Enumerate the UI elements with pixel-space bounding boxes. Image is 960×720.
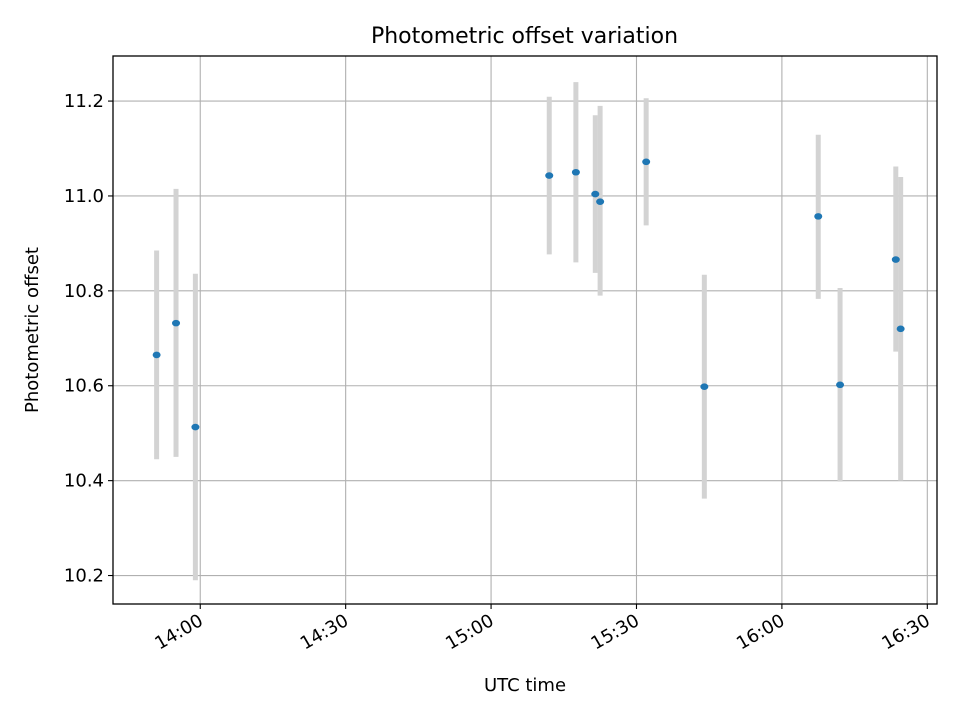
x-tick-label: 16:00 (733, 610, 788, 654)
data-point (642, 158, 651, 166)
data-point (591, 190, 600, 198)
x-axis-ticks: 14:00 14:30 15:00 15:30 16:00 16:30 (151, 604, 934, 654)
x-tick-label: 15:30 (588, 610, 643, 654)
y-tick-label: 10.8 (64, 281, 104, 302)
data-point (700, 383, 709, 390)
y-tick-label: 10.2 (64, 566, 104, 587)
y-axis-ticks: 10.2 10.4 10.6 10.8 11.0 11.2 (64, 91, 113, 587)
data-point (891, 256, 900, 263)
data-point (571, 168, 580, 176)
x-tick-label: 16:30 (878, 610, 933, 654)
data-point (545, 172, 554, 179)
chart-title: Photometric offset variation (371, 24, 678, 49)
data-point (152, 351, 161, 359)
y-axis-label: Photometric offset (22, 247, 43, 413)
data-points (152, 158, 905, 431)
error-bars (154, 82, 904, 581)
data-point (172, 319, 181, 327)
y-tick-label: 10.6 (64, 376, 104, 397)
data-point (836, 381, 845, 389)
grid (113, 56, 937, 604)
data-point (814, 213, 823, 220)
x-tick-label: 15:00 (442, 610, 497, 654)
data-point (896, 325, 905, 333)
x-tick-label: 14:00 (151, 610, 206, 654)
y-tick-label: 10.4 (64, 471, 104, 492)
y-tick-label: 11.0 (64, 186, 104, 207)
x-axis-label: UTC time (484, 675, 566, 696)
x-tick-label: 14:30 (297, 610, 352, 654)
data-point (596, 198, 605, 205)
plot-frame (112, 55, 938, 605)
y-tick-label: 11.2 (64, 91, 104, 112)
data-point (191, 423, 200, 431)
